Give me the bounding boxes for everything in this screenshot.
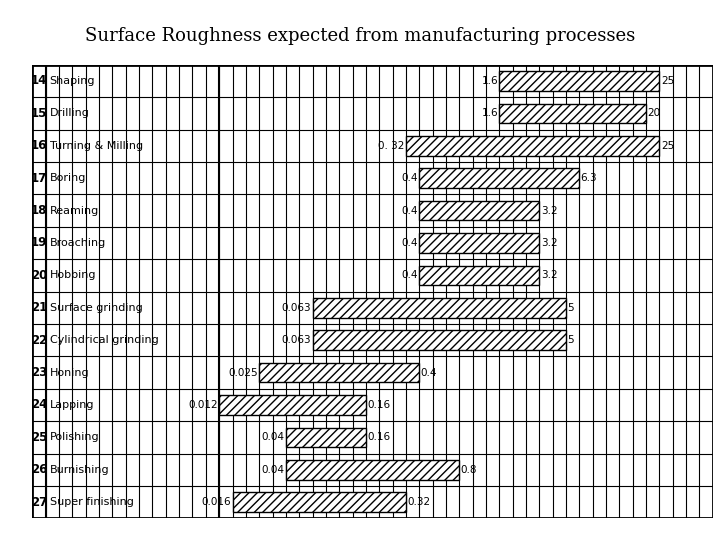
Text: 0.8: 0.8 [461,465,477,475]
Bar [406,136,660,156]
Text: 0. 32: 0. 32 [378,141,405,151]
Text: 3.2: 3.2 [541,206,557,215]
Bar [419,266,539,285]
Text: 27: 27 [31,496,48,509]
Text: Turning & Milling: Turning & Milling [50,141,143,151]
Text: 0.063: 0.063 [282,335,311,345]
Text: 1.6: 1.6 [482,76,498,86]
Text: 18: 18 [31,204,48,217]
Text: 3.2: 3.2 [541,271,557,280]
Text: 0.016: 0.016 [202,497,231,507]
Text: 3.2: 3.2 [541,238,557,248]
Text: 14: 14 [31,75,48,87]
Text: 0.16: 0.16 [367,400,390,410]
Bar [500,104,646,123]
Text: 0.16: 0.16 [367,433,390,442]
Text: 26: 26 [31,463,48,476]
Text: Super finishing: Super finishing [50,497,134,507]
Text: 0.4: 0.4 [402,271,418,280]
Bar [233,492,406,512]
Bar [500,71,660,91]
Text: 17: 17 [31,172,48,185]
Text: 0.4: 0.4 [420,368,437,377]
Bar [312,298,566,318]
Text: 6.3: 6.3 [581,173,598,183]
Text: Polishing: Polishing [50,433,99,442]
Text: 15: 15 [31,107,48,120]
Text: Reaming: Reaming [50,206,99,215]
Text: 19: 19 [31,237,48,249]
Text: 25: 25 [661,141,674,151]
Bar [286,460,459,480]
Bar [419,233,539,253]
Text: 0.063: 0.063 [282,303,311,313]
Text: 0.012: 0.012 [188,400,218,410]
Text: 25: 25 [31,431,48,444]
Text: 16: 16 [31,139,48,152]
Bar [219,395,366,415]
Text: 0.04: 0.04 [261,433,284,442]
Bar [259,363,419,382]
Text: Broaching: Broaching [50,238,106,248]
Text: Cylindrical grinding: Cylindrical grinding [50,335,158,345]
Text: 0.32: 0.32 [408,497,431,507]
Text: Burnishing: Burnishing [50,465,109,475]
Text: 23: 23 [31,366,48,379]
Bar [286,428,366,447]
Text: Shaping: Shaping [50,76,95,86]
Text: Hobbing: Hobbing [50,271,96,280]
Bar [312,330,566,350]
Text: 24: 24 [31,399,48,411]
Text: Boring: Boring [50,173,86,183]
Text: 0.04: 0.04 [261,465,284,475]
Text: 1.6: 1.6 [482,109,498,118]
Text: 5: 5 [567,335,574,345]
Text: Surface grinding: Surface grinding [50,303,143,313]
Text: 0.4: 0.4 [402,206,418,215]
Text: 22: 22 [31,334,48,347]
Text: 21: 21 [31,301,48,314]
Text: 20: 20 [31,269,48,282]
Text: Honing: Honing [50,368,89,377]
Text: Lapping: Lapping [50,400,94,410]
Text: Drilling: Drilling [50,109,89,118]
Text: 5: 5 [567,303,574,313]
Text: 0.4: 0.4 [402,238,418,248]
Text: Surface Roughness expected from manufacturing processes: Surface Roughness expected from manufact… [85,27,635,45]
Text: 25: 25 [661,76,674,86]
Bar [419,168,580,188]
Text: 0.025: 0.025 [228,368,258,377]
Text: 0.4: 0.4 [402,173,418,183]
Text: 20: 20 [647,109,660,118]
Bar [419,201,539,220]
